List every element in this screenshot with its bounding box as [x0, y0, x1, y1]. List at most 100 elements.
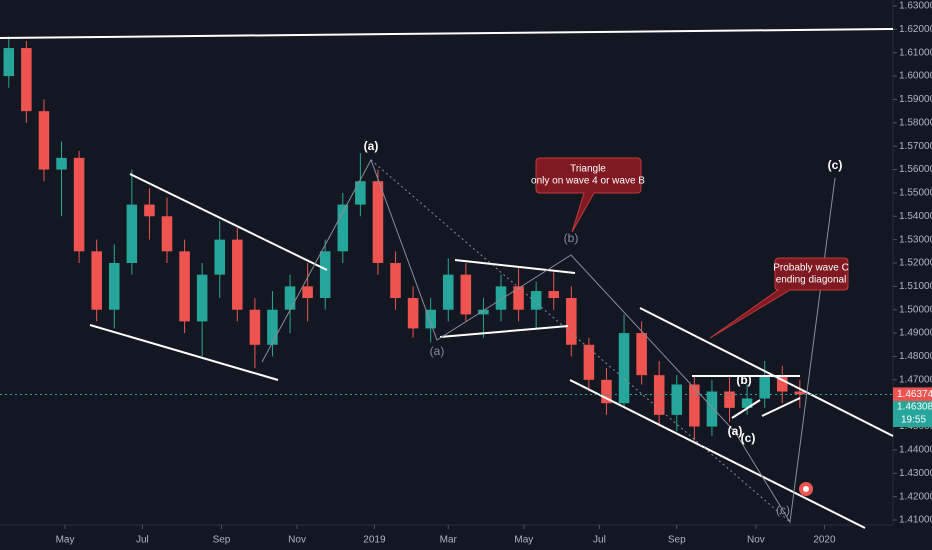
trend-line — [639, 307, 894, 437]
callout-box — [709, 257, 849, 339]
candle-body — [144, 204, 155, 217]
y-tick-label: 1.54000 — [899, 211, 932, 222]
event-icon-dot[interactable] — [803, 486, 809, 492]
bid-price-label: 1.46308 — [897, 402, 932, 413]
candle-body — [478, 309, 489, 315]
wave-line — [370, 159, 791, 523]
trend-line — [89, 324, 279, 381]
x-tick-label: Nov — [288, 535, 306, 546]
candle-body — [302, 286, 313, 299]
y-tick-label: 1.48000 — [899, 351, 932, 362]
candle-body — [794, 391, 806, 395]
wave-label: (a) — [430, 344, 445, 358]
y-tick-label: 1.43000 — [899, 468, 932, 479]
y-tick-label: 1.56000 — [899, 164, 932, 175]
trend-line — [731, 399, 761, 419]
y-tick-label: 1.63000 — [899, 1, 932, 12]
candle-body — [759, 375, 770, 399]
drawings — [0, 28, 894, 529]
countdown-label: 19:55 — [901, 415, 926, 426]
candle-body — [671, 384, 683, 415]
trend-line — [761, 397, 801, 417]
callout-text: only on wave 4 or wave B — [531, 176, 645, 187]
callout-text: Triangle — [570, 164, 606, 175]
y-tick-label: 1.41000 — [899, 515, 932, 526]
wave-label: (a) — [728, 424, 743, 438]
candle-body — [108, 263, 120, 310]
candle-body — [601, 379, 612, 404]
candle-body — [73, 157, 85, 252]
candle-body — [337, 204, 349, 252]
candle-body — [284, 286, 296, 310]
y-tick-label: 1.57000 — [899, 141, 932, 152]
wave-label: (c) — [828, 158, 843, 172]
event-icon[interactable] — [799, 482, 813, 496]
candle-body — [372, 181, 384, 263]
candle-body — [618, 333, 630, 404]
candle-body — [425, 309, 436, 329]
callout: Probably wave C ending diagonal — [709, 257, 849, 339]
candle-body — [653, 375, 665, 415]
candle-body — [196, 274, 208, 322]
x-tick-label: Mar — [440, 535, 458, 546]
y-tick-label: 1.47000 — [899, 374, 932, 385]
x-tick-label: May — [514, 535, 533, 546]
candle-body — [513, 286, 524, 310]
y-tick-label: 1.58000 — [899, 117, 932, 128]
candle-body — [530, 291, 542, 310]
candle-body — [776, 375, 788, 392]
candle-body — [636, 333, 647, 376]
wave-label: (c) — [741, 431, 756, 445]
last-price-label: 1.46374 — [897, 389, 932, 400]
callout-text: ending diagonal — [776, 275, 847, 286]
y-tick-label: 1.42000 — [899, 491, 932, 502]
candle-body — [460, 274, 472, 315]
x-tick-label: 2020 — [813, 535, 836, 546]
callout-box — [535, 157, 642, 233]
candle-body — [319, 251, 331, 299]
candle-body — [566, 298, 577, 345]
candle-body — [355, 181, 366, 205]
candle-body — [56, 157, 67, 170]
candle-body — [442, 274, 454, 310]
x-tick-label: Jul — [136, 535, 149, 546]
trend-line — [439, 325, 569, 338]
y-tick-label: 1.61000 — [899, 47, 932, 58]
wave-label: (b) — [736, 373, 751, 387]
x-tick-label: 2019 — [363, 535, 386, 546]
candle-body — [548, 291, 560, 299]
x-tick-label: Nov — [747, 535, 765, 546]
candle-body — [583, 344, 595, 380]
candles — [3, 36, 806, 441]
y-tick-label: 1.62000 — [899, 24, 932, 35]
candle-body — [3, 48, 15, 77]
trend-line — [0, 28, 894, 39]
last-price-tag — [893, 387, 932, 402]
y-tick-label: 1.52000 — [899, 258, 932, 269]
x-tick-label: May — [56, 535, 75, 546]
candle-body — [91, 251, 102, 310]
axes: 1.63000 1.62000 1.61000 1.60000 1.59000 1.580… — [56, 1, 932, 546]
candle-body — [179, 251, 190, 322]
wave-label: (a) — [364, 139, 379, 153]
wave-label: (b) — [564, 231, 579, 245]
x-tick-label: Jul — [593, 535, 606, 546]
callout-text: Probably wave C — [773, 263, 849, 274]
candle-body — [249, 309, 261, 345]
trend-line — [569, 379, 866, 529]
bid-price-tag — [893, 400, 932, 427]
candle-body — [495, 286, 507, 310]
candle-body — [390, 263, 401, 299]
candle-body — [214, 239, 226, 275]
wave-label: (c) — [776, 503, 790, 517]
y-tick-label: 1.60000 — [899, 71, 932, 82]
y-tick-label: 1.44000 — [899, 445, 932, 456]
candle-body — [267, 309, 278, 345]
candle-body — [741, 398, 753, 408]
y-tick-label: 1.59000 — [899, 94, 932, 105]
candle-body — [706, 391, 718, 427]
candle-body — [126, 204, 138, 263]
y-tick-label: 1.51000 — [899, 281, 932, 292]
candle-body — [21, 48, 32, 112]
callout: Triangle only on wave 4 or wave B — [531, 157, 645, 233]
